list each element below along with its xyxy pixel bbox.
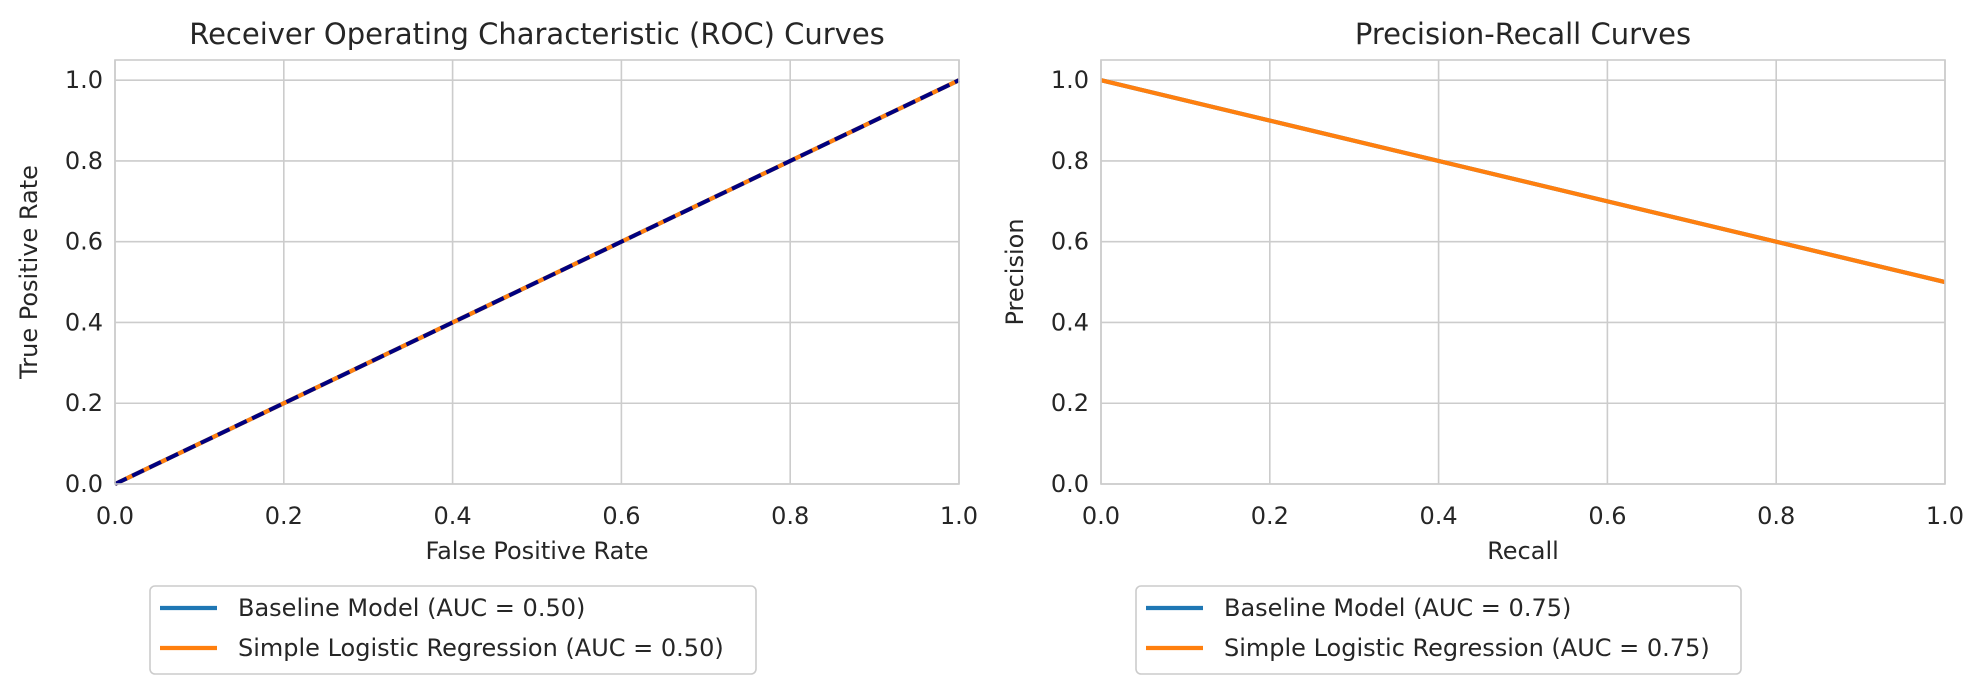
- y-tick-label: 1.0: [1051, 66, 1089, 94]
- x-axis-label: False Positive Rate: [425, 537, 648, 565]
- x-tick-label: 0.2: [265, 502, 303, 530]
- x-tick-label: 0.8: [1757, 502, 1795, 530]
- chance-diagonal-line: [114, 78, 960, 486]
- y-tick-label: 0.6: [65, 228, 103, 256]
- y-tick-label: 0.4: [1051, 308, 1089, 336]
- y-tick-label: 0.2: [65, 389, 103, 417]
- y-tick-label: 0.8: [65, 147, 103, 175]
- x-tick-label: 0.4: [1420, 502, 1458, 530]
- x-tick-label: 0.2: [1251, 502, 1289, 530]
- legend-entry-label: Baseline Model (AUC = 0.50): [238, 594, 585, 622]
- y-tick-label: 1.0: [65, 66, 103, 94]
- legend-box: [1135, 585, 1742, 675]
- x-tick-label: 1.0: [940, 502, 978, 530]
- chart-title: Receiver Operating Characteristic (ROC) …: [189, 17, 885, 51]
- y-axis-label: True Positive Rate: [15, 165, 43, 380]
- x-tick-label: 0.8: [771, 502, 809, 530]
- legend-entry-label: Simple Logistic Regression (AUC = 0.50): [238, 634, 724, 662]
- x-tick-label: 0.6: [1588, 502, 1626, 530]
- chart-panel-2: 0.0 0.2 0.4 0.6 0.8 1.0 0.0 0.2 0.4 0.6 0.8 1.0 Prec…: [1001, 17, 1964, 675]
- legend-entry-label: Baseline Model (AUC = 0.75): [1224, 594, 1571, 622]
- legend: Baseline Model (AUC = 0.75) Simple Logist…: [1135, 585, 1742, 675]
- x-tick-label: 0.4: [434, 502, 472, 530]
- x-tick-label: 0.0: [96, 502, 134, 530]
- legend-box: [149, 585, 757, 675]
- plot-frame: [1100, 59, 1946, 485]
- y-tick-label: 0.0: [65, 470, 103, 498]
- x-tick-label: 0.0: [1082, 502, 1120, 530]
- y-tick-label: 0.8: [1051, 147, 1089, 175]
- x-tick-label: 1.0: [1926, 502, 1964, 530]
- plot-frame: [114, 59, 960, 485]
- legend-entry-label: Simple Logistic Regression (AUC = 0.75): [1224, 634, 1710, 662]
- y-tick-label: 0.0: [1051, 470, 1089, 498]
- chart-title: Precision-Recall Curves: [1355, 17, 1691, 51]
- y-tick-label: 0.6: [1051, 228, 1089, 256]
- x-tick-label: 0.6: [602, 502, 640, 530]
- chart-panel-1: 0.0 0.2 0.4 0.6 0.8 1.0 0.0 0.2 0.4 0.6 0.8 1.0 Rece…: [15, 17, 978, 675]
- y-axis-label: Precision: [1001, 218, 1029, 325]
- y-tick-label: 0.4: [65, 308, 103, 336]
- y-tick-label: 0.2: [1051, 389, 1089, 417]
- series-line: [1100, 78, 1946, 285]
- x-axis-label: Recall: [1487, 537, 1559, 565]
- legend: Baseline Model (AUC = 0.50) Simple Logist…: [149, 585, 757, 675]
